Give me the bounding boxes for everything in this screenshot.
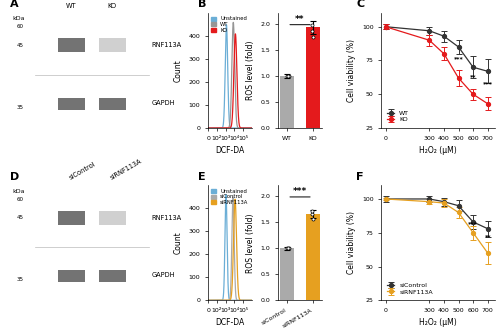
Text: **: ** — [296, 15, 305, 24]
Text: **: ** — [470, 74, 476, 80]
Text: ***: *** — [468, 221, 478, 226]
Text: **: ** — [484, 235, 491, 240]
Y-axis label: Cell viability (%): Cell viability (%) — [348, 39, 356, 102]
Text: GAPDH: GAPDH — [151, 272, 174, 278]
Legend: siControl, siRNF113A: siControl, siRNF113A — [384, 280, 436, 297]
Bar — [99, 211, 126, 224]
Y-axis label: Cell viability (%): Cell viability (%) — [348, 212, 356, 274]
Text: 60: 60 — [16, 24, 24, 29]
Text: siRNF113A: siRNF113A — [110, 158, 143, 181]
Bar — [99, 39, 126, 52]
Text: WT: WT — [66, 3, 76, 9]
Bar — [99, 271, 126, 282]
Legend: Unstained, siControl, siRNF113A: Unstained, siControl, siRNF113A — [210, 188, 249, 206]
X-axis label: DCF-DA: DCF-DA — [216, 318, 244, 327]
Text: B: B — [198, 0, 207, 10]
Text: ***: *** — [293, 187, 307, 196]
Y-axis label: Count: Count — [174, 59, 183, 82]
Text: 35: 35 — [16, 277, 24, 282]
Text: C: C — [356, 0, 364, 10]
Bar — [58, 271, 85, 282]
X-axis label: DCF-DA: DCF-DA — [216, 146, 244, 155]
Text: RNF113A: RNF113A — [151, 214, 182, 221]
Text: kDa: kDa — [12, 16, 24, 21]
Legend: WT, KO: WT, KO — [384, 108, 412, 125]
Text: D: D — [10, 172, 19, 182]
Bar — [58, 98, 85, 110]
Text: ***: *** — [454, 56, 464, 61]
Bar — [58, 39, 85, 52]
Text: 60: 60 — [16, 197, 24, 202]
Text: GAPDH: GAPDH — [151, 100, 174, 106]
Bar — [280, 248, 294, 300]
Text: ***: *** — [483, 81, 492, 86]
Text: A: A — [10, 0, 18, 10]
Text: F: F — [356, 172, 364, 182]
Legend: Unstained, WT, KO: Unstained, WT, KO — [210, 16, 248, 33]
Text: 45: 45 — [16, 215, 24, 220]
Text: kDa: kDa — [12, 189, 24, 194]
X-axis label: H₂O₂ (μM): H₂O₂ (μM) — [419, 318, 457, 327]
Bar — [306, 27, 320, 128]
Text: E: E — [198, 172, 206, 182]
Y-axis label: ROS level (fold): ROS level (fold) — [246, 213, 255, 273]
Bar — [280, 76, 294, 128]
Text: RNF113A: RNF113A — [151, 42, 182, 49]
Text: siControl: siControl — [68, 161, 97, 181]
Y-axis label: Count: Count — [174, 232, 183, 254]
Bar — [99, 98, 126, 110]
Bar — [58, 211, 85, 224]
Text: KO: KO — [108, 3, 117, 9]
Bar — [306, 214, 320, 300]
Y-axis label: ROS level (fold): ROS level (fold) — [246, 41, 255, 100]
Text: 45: 45 — [16, 43, 24, 48]
Text: 35: 35 — [16, 105, 24, 110]
X-axis label: H₂O₂ (μM): H₂O₂ (μM) — [419, 146, 457, 155]
